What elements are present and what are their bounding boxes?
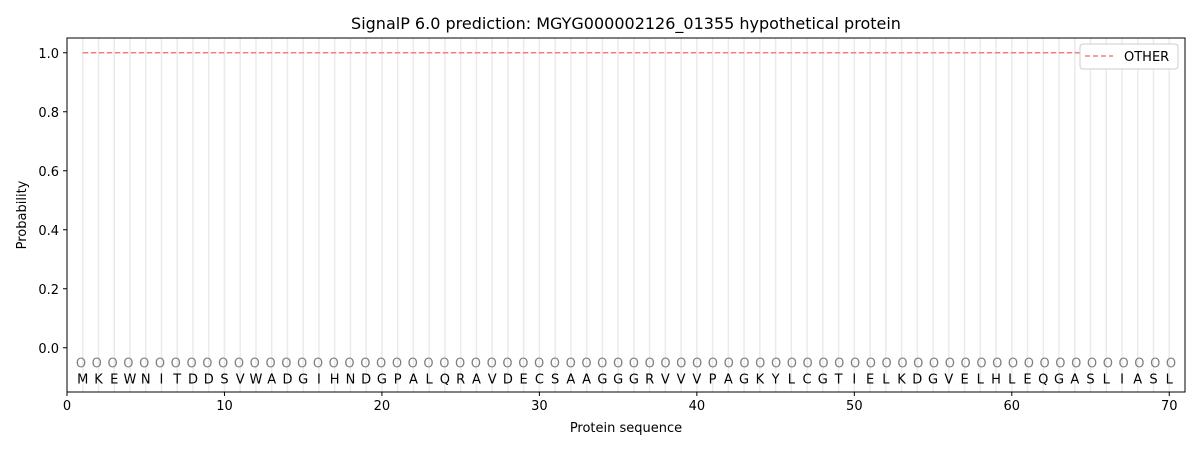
x-tick-label: 70 <box>1161 399 1178 414</box>
legend-box <box>1079 43 1179 70</box>
residue-label: M <box>77 373 88 388</box>
residue-label: D <box>282 373 292 388</box>
chart-title: SignalP 6.0 prediction: MGYG000002126_01… <box>351 14 901 34</box>
residue-label: G <box>818 373 828 388</box>
residue-label: C <box>803 373 812 388</box>
residue-label: G <box>629 373 639 388</box>
residue-label: E <box>1023 373 1031 388</box>
plot-frame <box>66 37 1186 393</box>
residue-label: L <box>977 373 985 388</box>
residue-label: Y <box>771 373 780 388</box>
residue-label: L <box>788 373 796 388</box>
legend-label-other: OTHER <box>1124 50 1169 65</box>
residue-label: G <box>298 373 308 388</box>
residue-label: T <box>172 373 181 388</box>
residue-label: D <box>204 373 214 388</box>
residue-label: H <box>330 373 340 388</box>
residue-label: I <box>317 373 321 388</box>
residue-label: V <box>661 373 670 388</box>
y-axis-label: Probability <box>15 180 30 249</box>
residue-label: L <box>882 373 890 388</box>
residue-label: K <box>756 373 765 388</box>
residue-label: D <box>188 373 198 388</box>
residue-label: E <box>520 373 528 388</box>
residue-label: A <box>1133 373 1142 388</box>
residue-label: L <box>1166 373 1174 388</box>
predicted-labels-row: OOOOOOOOOOOOOOOOOOOOOOOOOOOOOOOOOOOOOOOO… <box>76 357 1176 372</box>
residue-label: I <box>160 373 164 388</box>
residue-label: G <box>1054 373 1064 388</box>
residue-label: A <box>566 373 575 388</box>
y-tick-label: 0.2 <box>38 283 59 298</box>
residue-label: V <box>692 373 701 388</box>
residue-label: D <box>361 373 371 388</box>
residue-label: S <box>1086 373 1094 388</box>
x-tick-label: 20 <box>374 399 391 414</box>
residue-label: Q <box>1038 373 1048 388</box>
residue-label: C <box>535 373 544 388</box>
residue-label: P <box>709 373 717 388</box>
x-tick-label: 10 <box>216 399 233 414</box>
residue-label: N <box>346 373 356 388</box>
residue-label: N <box>141 373 151 388</box>
residue-label: H <box>991 373 1001 388</box>
y-tick-label: 1.0 <box>38 47 59 62</box>
y-tick-label: 0.4 <box>38 224 59 239</box>
residue-label: G <box>928 373 938 388</box>
residue-label: E <box>960 373 968 388</box>
y-tick-label: 0.6 <box>38 165 59 180</box>
residue-label: Q <box>440 373 450 388</box>
residue-label: A <box>1070 373 1079 388</box>
y-tick-label: 0.8 <box>38 106 59 121</box>
x-tick-label: 50 <box>846 399 863 414</box>
residue-label: D <box>503 373 513 388</box>
residue-label: W <box>250 373 263 388</box>
residue-label: A <box>582 373 591 388</box>
residue-label: A <box>409 373 418 388</box>
residue-label: E <box>110 373 118 388</box>
residue-label: R <box>456 373 465 388</box>
residue-label: G <box>377 373 387 388</box>
residue-label: V <box>944 373 953 388</box>
residue-label: V <box>236 373 245 388</box>
x-tick-label: 40 <box>689 399 706 414</box>
residue-label: L <box>426 373 434 388</box>
residue-label: W <box>124 373 137 388</box>
residue-label: L <box>1103 373 1111 388</box>
residue-label: K <box>94 373 103 388</box>
residue-label: R <box>645 373 654 388</box>
residue-label: L <box>1008 373 1016 388</box>
residue-label: E <box>866 373 874 388</box>
residue-label: V <box>488 373 497 388</box>
residue-label: A <box>724 373 733 388</box>
y-tick-label: 0.0 <box>38 342 59 357</box>
residue-label: S <box>551 373 559 388</box>
x-tick-label: 30 <box>531 399 548 414</box>
residue-label: G <box>739 373 749 388</box>
residue-label: K <box>897 373 906 388</box>
x-tick-label: 60 <box>1004 399 1021 414</box>
residue-label: A <box>472 373 481 388</box>
residue-label: T <box>834 373 843 388</box>
residue-label: V <box>677 373 686 388</box>
residue-label: P <box>394 373 402 388</box>
residue-label: I <box>1120 373 1124 388</box>
x-tick-label: 0 <box>63 399 71 414</box>
residue-label: S <box>1149 373 1157 388</box>
legend: OTHER <box>1079 43 1179 70</box>
residue-label: A <box>267 373 276 388</box>
x-axis-label: Protein sequence <box>570 421 682 436</box>
residue-label: G <box>613 373 623 388</box>
residue-label: G <box>597 373 607 388</box>
residue-label: S <box>220 373 228 388</box>
residue-label: D <box>912 373 922 388</box>
residue-label: I <box>852 373 856 388</box>
